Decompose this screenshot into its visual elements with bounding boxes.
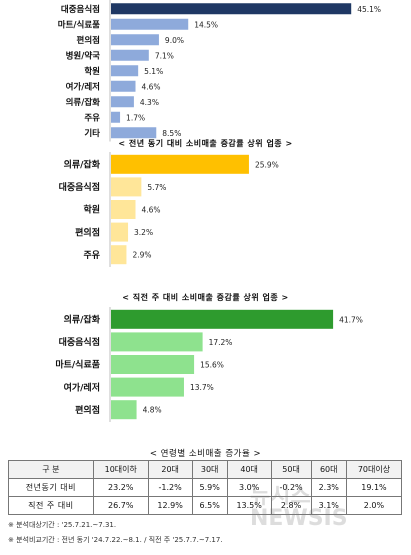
- chart-1-data-label: 8.5%: [162, 129, 181, 138]
- chart-1-data-label: 9.0%: [165, 36, 184, 45]
- table-header-cell: 20대: [147, 460, 193, 479]
- chart-1-bar: [111, 80, 136, 92]
- table-cell: 3.0%: [226, 478, 272, 497]
- chart-3-data-label: 17.2%: [209, 338, 233, 347]
- table-cell: 19.1%: [345, 478, 403, 497]
- table-cell: 26.7%: [92, 496, 149, 515]
- table-header-cell: 70대이상: [345, 460, 403, 479]
- chart-1-category-label: 편의점: [77, 35, 100, 46]
- chart-1-bar: [111, 34, 159, 46]
- chart-1-bar: [111, 18, 189, 30]
- chart-2-data-label: 2.9%: [132, 251, 151, 260]
- table-header-cell: 60대: [310, 460, 347, 479]
- chart-1-category-label: 병원/약국: [66, 50, 101, 61]
- chart-2-bar: [111, 245, 127, 265]
- table-cell: 6.5%: [191, 496, 228, 515]
- table-row: 직전 주 대비 26.7% 12.9% 6.5% 13.5% 2.8% 3.1%…: [8, 496, 403, 515]
- chart-1-data-label: 7.1%: [155, 51, 174, 60]
- table-header-cell: 30대: [191, 460, 228, 479]
- chart-3-bar: [111, 332, 203, 352]
- chart-1-data-label: 5.1%: [144, 67, 163, 76]
- chart-1-data-label: 4.3%: [140, 98, 159, 107]
- chart-1-data-label: 1.7%: [126, 113, 145, 122]
- chart-1-bar: [111, 96, 134, 108]
- table-cell: 13.5%: [226, 496, 272, 515]
- chart-1-category-label: 학원: [84, 66, 100, 77]
- chart-1-category-label: 대중음식점: [61, 4, 100, 15]
- chart-3-category-label: 마트/식료품: [55, 359, 100, 371]
- table-cell: 12.9%: [147, 496, 193, 515]
- chart-3-data-label: 4.8%: [143, 406, 162, 415]
- chart-3-bar: [111, 309, 334, 329]
- analysis-period-note: ※ 분석대상기간 : '25.7.21.~7.31.: [8, 521, 117, 529]
- chart-3-data-label: 15.6%: [200, 361, 224, 370]
- chart-1-category-label: 기타: [84, 128, 100, 139]
- chart-3-category-label: 편의점: [75, 404, 100, 416]
- chart-3-data-label: 13.7%: [190, 383, 214, 392]
- chart-1-data-label: 14.5%: [194, 20, 218, 29]
- table-header-cell: 40대: [226, 460, 272, 479]
- charts-canvas: 대중음식점 45.1% 마트/식료품 14.5% 편의점 9.0% 병원/약국 7.1% 학원 5…: [55, 0, 381, 422]
- chart-1-data-label: 4.6%: [142, 82, 161, 91]
- chart-2-data-label: 25.9%: [255, 160, 279, 169]
- chart-3-title: < 직전 주 대비 소비매출 증감률 상위 업종 >: [122, 293, 289, 302]
- table-cell: 2.8%: [270, 496, 312, 515]
- chart-2-data-label: 3.2%: [134, 228, 153, 237]
- chart-1-bar: [111, 49, 149, 61]
- chart-3-category-label: 여가/레저: [64, 381, 100, 393]
- chart-3-data-label: 41.7%: [339, 315, 363, 324]
- chart-2-bar: [111, 154, 249, 174]
- chart-2-title: < 전년 동기 대비 소비매출 증감률 상위 업종 >: [118, 139, 293, 148]
- chart-1-bar: [111, 65, 139, 77]
- table-header-cell: 구 분: [8, 460, 94, 479]
- table-header-cell: 50대: [270, 460, 312, 479]
- chart-2-bar: [111, 200, 136, 219]
- age-growth-table: 구 분 10대이하 20대 30대 40대 50대 60대 70대이상 전년동기…: [8, 460, 403, 515]
- comparison-period-note: ※ 분석비교기간 : 전년 동기 '24.7.22.~8.1. / 직전 주 '…: [8, 536, 223, 544]
- chart-3-bar: [111, 377, 184, 397]
- chart-2-category-label: 의류/잡화: [64, 159, 101, 171]
- chart-1-bar: [111, 127, 157, 139]
- chart-3-category-label: 대중음식점: [59, 336, 100, 348]
- chart-3-bar: [111, 400, 137, 420]
- chart-1-category-label: 의류/잡화: [66, 97, 101, 108]
- chart-3-category-label: 의류/잡화: [64, 314, 101, 326]
- table-cell: 23.2%: [92, 478, 149, 497]
- chart-1-data-label: 45.1%: [357, 5, 381, 14]
- chart-2-category-label: 편의점: [75, 226, 100, 238]
- chart-2-category-label: 학원: [83, 204, 100, 216]
- table-row: 전년동기 대비 23.2% -1.2% 5.9% 3.0% -0.2% 2.3%…: [8, 478, 403, 497]
- chart-2-category-label: 대중음식점: [59, 181, 100, 193]
- table-row-label: 전년동기 대비: [8, 478, 94, 497]
- age-table-title: < 연령별 소비매출 증가율 >: [149, 449, 262, 459]
- chart-1-category-label: 마트/식료품: [58, 19, 100, 30]
- chart-2-bar: [111, 177, 142, 197]
- table-cell: -0.2%: [270, 478, 312, 497]
- chart-1-bar: [111, 3, 352, 15]
- table-row-label: 직전 주 대비: [8, 496, 94, 515]
- chart-1-bar: [111, 111, 121, 123]
- table-cell: 2.0%: [345, 496, 403, 515]
- table-cell: 2.3%: [310, 478, 347, 497]
- chart-2-data-label: 5.7%: [147, 183, 166, 192]
- table-header-row: 구 분 10대이하 20대 30대 40대 50대 60대 70대이상: [8, 460, 403, 479]
- chart-1-category-label: 여가/레저: [66, 81, 100, 92]
- chart-2-data-label: 4.6%: [142, 206, 161, 215]
- table-cell: 5.9%: [191, 478, 228, 497]
- table-cell: -1.2%: [147, 478, 193, 497]
- chart-2-category-label: 주유: [83, 250, 100, 261]
- chart-1-category-label: 주유: [84, 113, 100, 123]
- chart-2-bar: [111, 222, 129, 242]
- table-header-cell: 10대이하: [92, 460, 149, 479]
- chart-3-bar: [111, 355, 195, 374]
- table-cell: 3.1%: [310, 496, 347, 515]
